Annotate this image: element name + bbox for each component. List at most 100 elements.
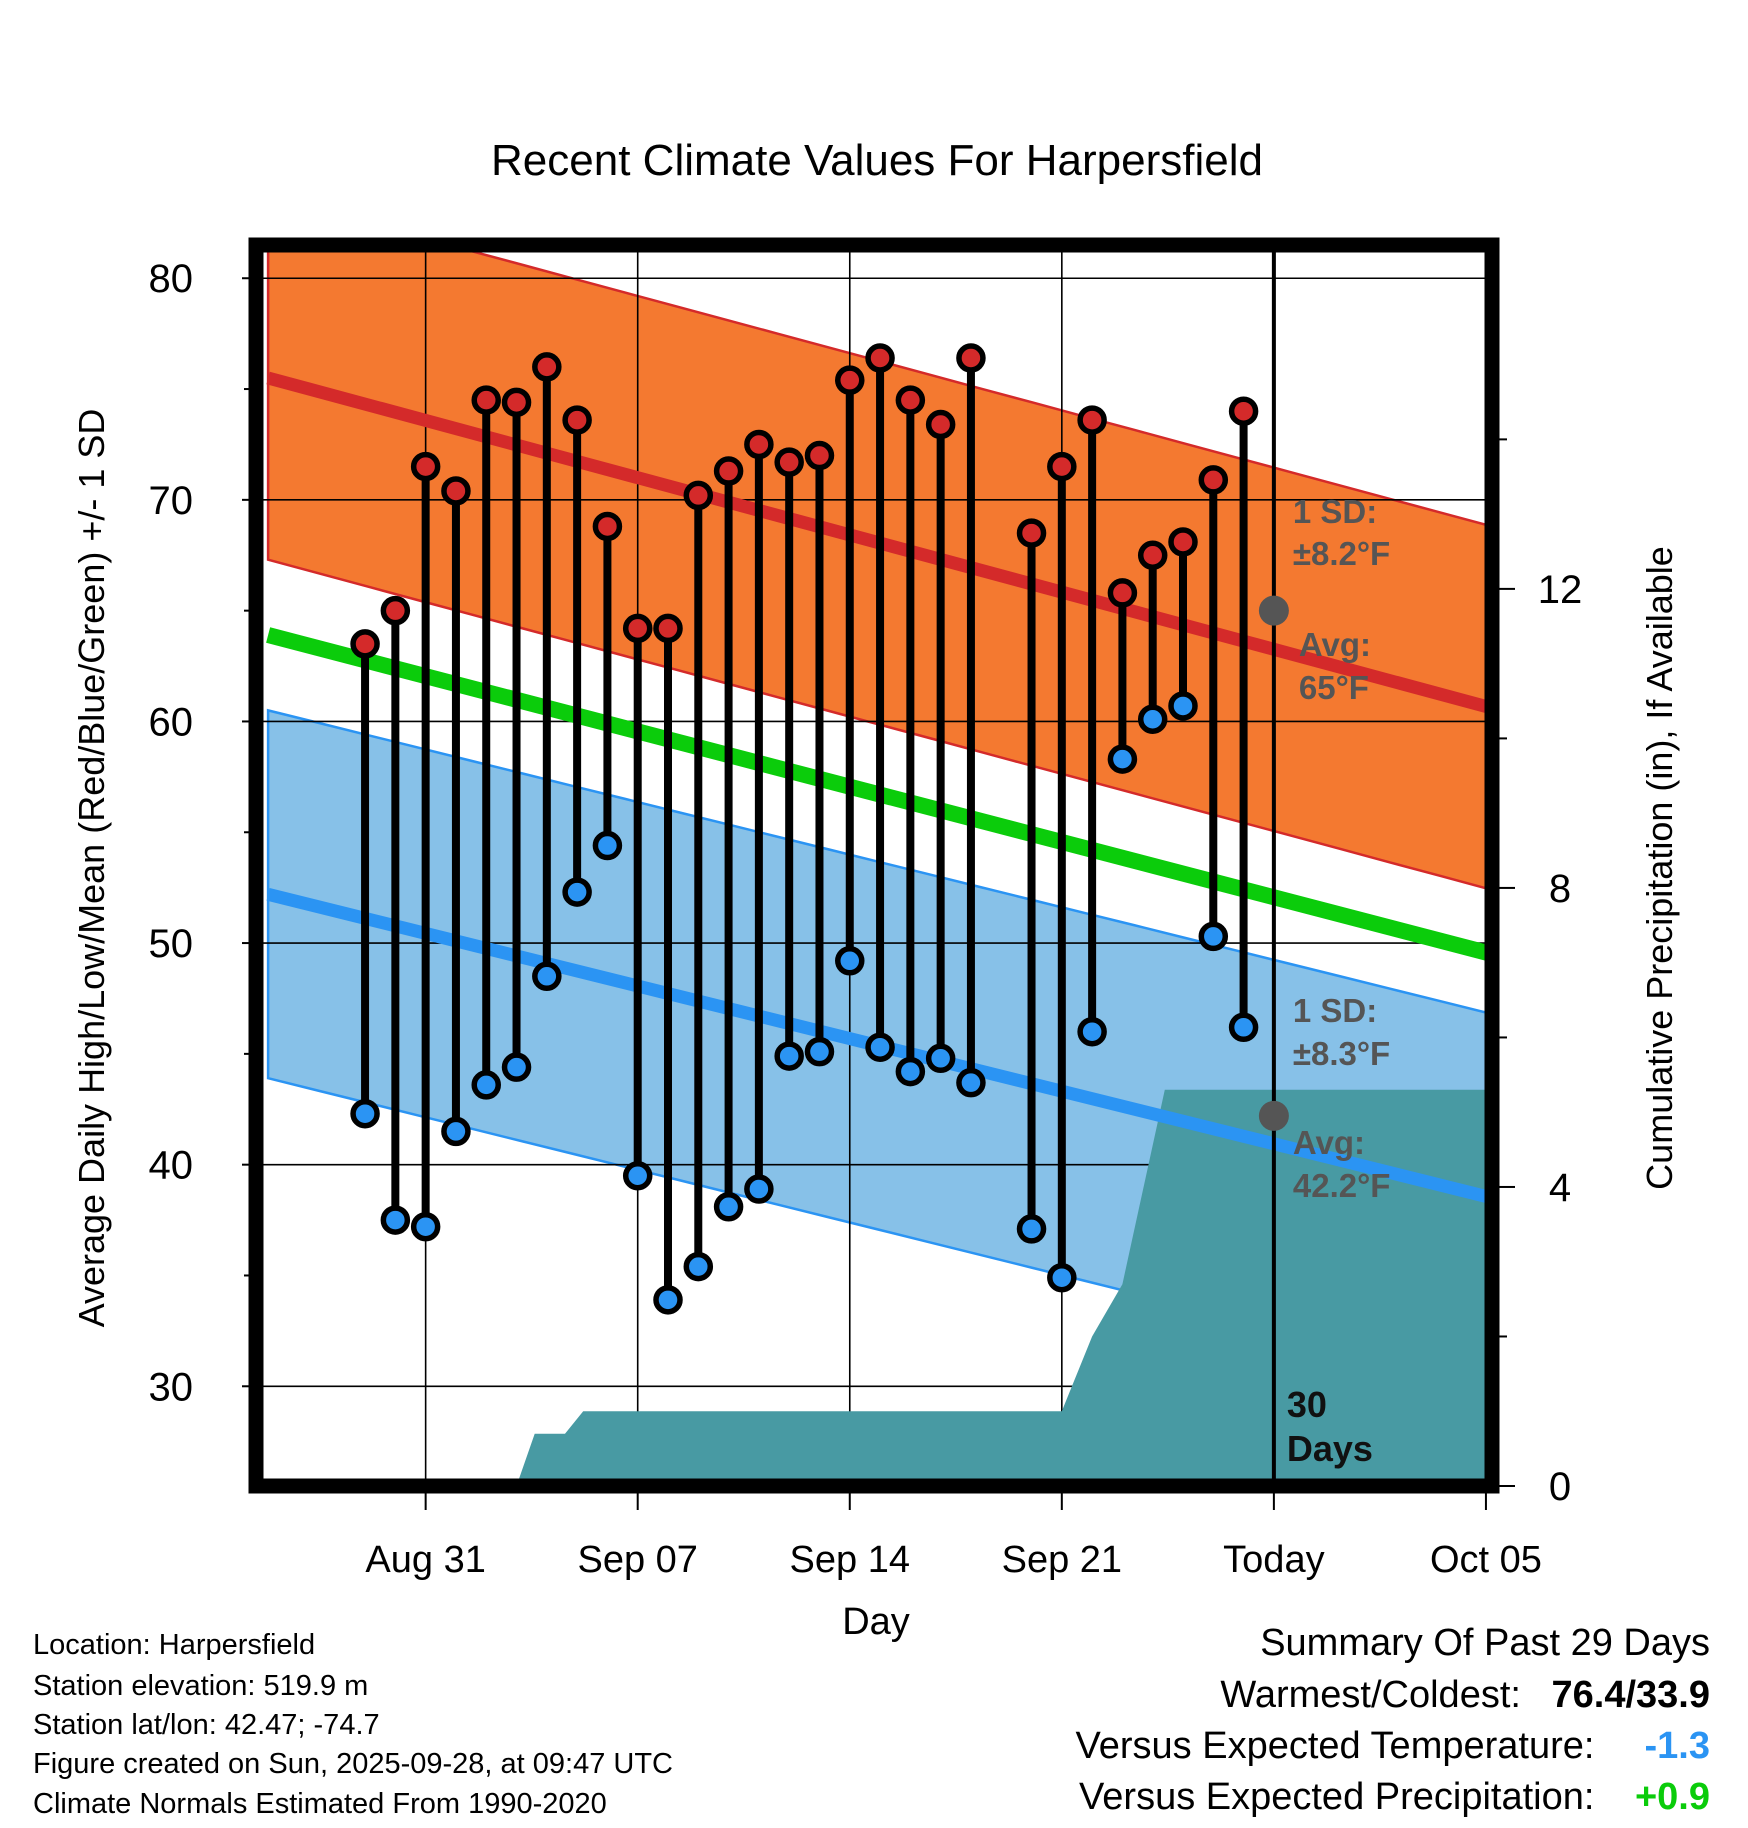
info-location: Location: Harpersfield: [33, 1629, 316, 1661]
daily-low-marker: [1168, 691, 1198, 721]
y-tick-label: 70: [149, 479, 194, 523]
x-tick-label: Sep 21: [1002, 1539, 1122, 1581]
daily-low-marker: [653, 1285, 683, 1315]
daily-high-marker: [653, 613, 683, 644]
daily-high-marker: [895, 385, 926, 415]
daily-low-marker: [744, 1174, 774, 1204]
daily-low-marker: [532, 961, 562, 992]
daily-low-marker: [441, 1116, 471, 1147]
high-sd-title: 1 SD:: [1293, 493, 1377, 530]
daily-low-marker: [380, 1205, 411, 1235]
summary-temp-value: -1.3: [1644, 1725, 1710, 1767]
daily-high-marker: [683, 480, 714, 511]
daily-high-marker: [380, 595, 411, 626]
daily-low-marker: [683, 1251, 714, 1282]
daily-low-marker: [410, 1211, 441, 1242]
x-tick-label: Aug 31: [365, 1539, 485, 1581]
high-avg-title: Avg:: [1299, 626, 1371, 663]
daily-high-marker: [1228, 396, 1259, 426]
summary-warmest-label: Warmest/Coldest:: [1220, 1674, 1521, 1716]
summary-precip-row: Versus Expected Precipitation: +0.9: [1079, 1778, 1710, 1816]
y2-axis-label: Cumulative Precipitation (in), If Availa…: [1639, 546, 1680, 1190]
daily-high-marker: [622, 613, 653, 644]
daily-high-marker: [350, 629, 380, 659]
daily-low-marker: [1016, 1214, 1047, 1244]
daily-low-marker: [592, 830, 623, 861]
daily-high-marker: [532, 352, 562, 382]
plot-area: [256, 245, 1492, 1486]
daily-low-marker: [1047, 1262, 1077, 1293]
daily-low-marker: [713, 1192, 744, 1222]
window-label-unit: Days: [1287, 1428, 1373, 1469]
low-avg-title: Avg:: [1293, 1124, 1365, 1161]
daily-low-marker: [895, 1056, 926, 1087]
daily-high-marker: [713, 456, 744, 486]
daily-high-marker: [501, 387, 532, 418]
y2-tick-label: 12: [1538, 568, 1583, 612]
daily-low-marker: [622, 1161, 653, 1191]
daily-low-marker: [501, 1052, 532, 1082]
low-avg-value: 42.2°F: [1293, 1167, 1391, 1204]
y-axis-label: Average Daily High/Low/Mean (Red/Blue/Gr…: [71, 409, 112, 1328]
today-high-avg-marker: [1258, 595, 1289, 626]
daily-high-marker: [1168, 527, 1198, 557]
y-tick-label: 80: [149, 257, 194, 301]
window-label-number: 30: [1287, 1384, 1327, 1425]
daily-low-marker: [835, 946, 865, 976]
summary-temp-row: Versus Expected Temperature: -1.3: [1076, 1727, 1710, 1765]
daily-low-marker: [562, 877, 592, 907]
info-created: Figure created on Sun, 2025-09-28, at 09…: [33, 1748, 673, 1780]
y2-tick-label: 8: [1549, 867, 1571, 911]
precip-area: [516, 1089, 1492, 1486]
chart-title: Recent Climate Values For Harpersfield: [491, 136, 1263, 185]
low-sd-value: ±8.3°F: [1293, 1035, 1390, 1072]
x-tick-label: Today: [1223, 1539, 1324, 1581]
daily-low-marker: [1077, 1016, 1107, 1047]
daily-high-marker: [1047, 451, 1077, 482]
x-tick-label: Sep 07: [577, 1539, 697, 1581]
daily-low-marker: [350, 1098, 380, 1129]
high-sd-value: ±8.2°F: [1293, 535, 1390, 572]
y-tick-label: 60: [149, 700, 194, 744]
daily-high-marker: [441, 476, 471, 506]
daily-low-marker: [956, 1067, 986, 1098]
daily-high-marker: [471, 385, 501, 415]
daily-high-marker: [410, 451, 441, 482]
daily-low-marker: [804, 1036, 835, 1067]
summary-title: Summary Of Past 29 Days: [1260, 1622, 1710, 1664]
daily-high-marker: [925, 409, 956, 440]
y2-tick-label: 0: [1549, 1465, 1571, 1509]
daily-high-marker: [774, 447, 804, 477]
daily-high-marker: [1107, 578, 1138, 608]
summary-warmest-row: Warmest/Coldest: 76.4/33.9: [1220, 1676, 1710, 1714]
x-tick-label: Sep 14: [790, 1539, 910, 1581]
x-tick-label: Oct 05: [1430, 1539, 1542, 1581]
daily-high-marker: [956, 343, 986, 373]
info-latlon: Station lat/lon: 42.47; -74.7: [33, 1709, 380, 1741]
summary-temp-label: Versus Expected Temperature:: [1075, 1725, 1595, 1767]
daily-low-marker: [471, 1070, 501, 1100]
daily-low-marker: [1228, 1012, 1259, 1043]
low-sd-title: 1 SD:: [1293, 992, 1377, 1029]
daily-high-marker: [562, 405, 592, 435]
daily-high-marker: [744, 429, 774, 460]
daily-low-marker: [774, 1041, 804, 1071]
info-elevation: Station elevation: 519.9 m: [33, 1670, 369, 1702]
daily-high-marker: [1137, 540, 1168, 570]
summary-precip-value: +0.9: [1634, 1776, 1710, 1818]
daily-low-marker: [865, 1032, 895, 1062]
today-low-avg-marker: [1258, 1100, 1289, 1131]
y-tick-label: 30: [149, 1365, 194, 1409]
x-axis-label: Day: [842, 1601, 910, 1643]
info-normals: Climate Normals Estimated From 1990-2020: [33, 1788, 607, 1820]
high-avg-value: 65°F: [1299, 669, 1369, 706]
daily-high-marker: [865, 343, 895, 373]
daily-high-marker: [1077, 405, 1107, 435]
summary-precip-label: Versus Expected Precipitation:: [1079, 1776, 1595, 1818]
daily-low-marker: [1137, 704, 1168, 734]
daily-high-marker: [804, 440, 835, 471]
daily-low-marker: [925, 1043, 956, 1074]
y-tick-label: 40: [149, 1144, 194, 1188]
y2-tick-label: 4: [1549, 1166, 1571, 1210]
